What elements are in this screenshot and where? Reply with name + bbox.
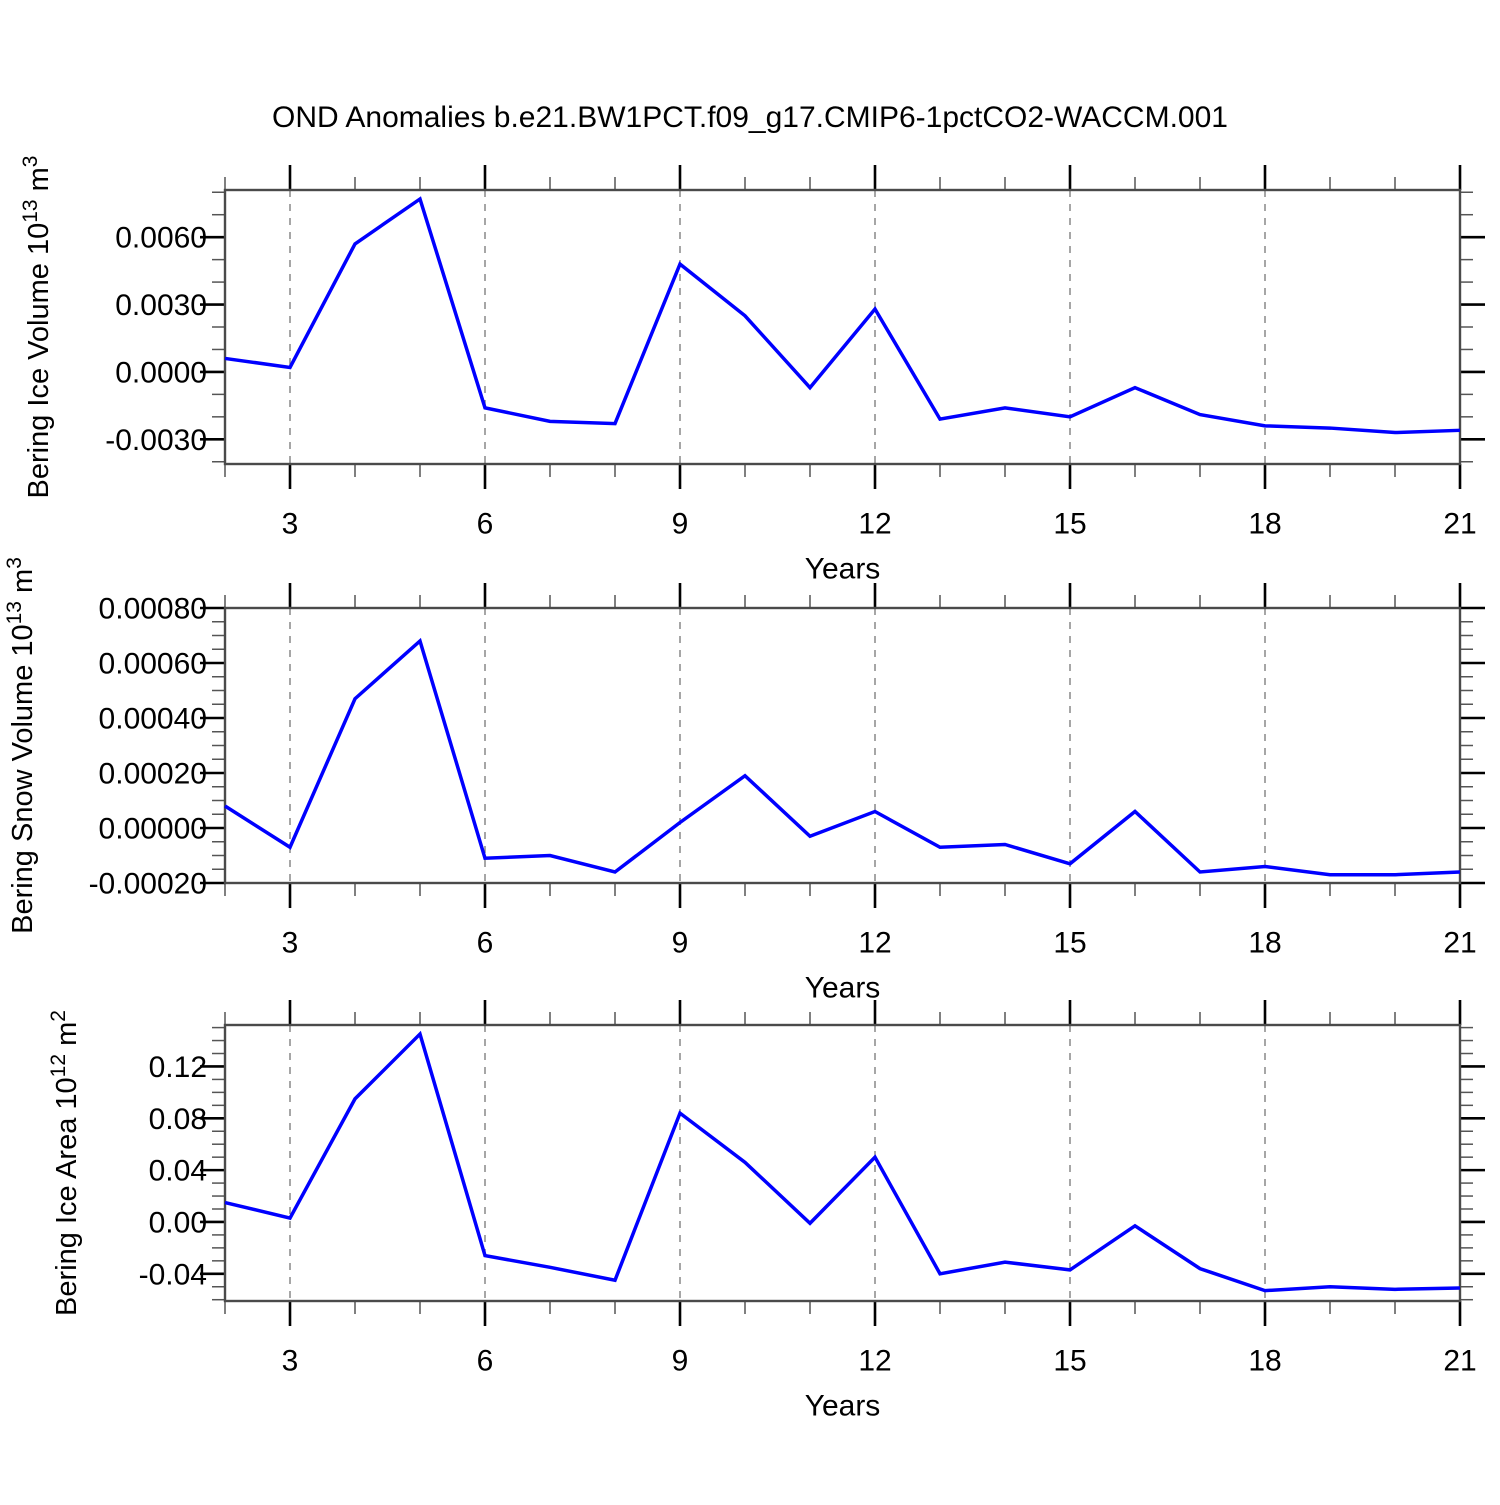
panel-2-y-axis-title: Bering Snow Volume 1013 m3 (3, 557, 39, 934)
panel-3-x-tick-label: 9 (672, 1345, 689, 1378)
panel-2-x-tick-label: 9 (672, 927, 689, 960)
panel-3-y-tick-label: 0.04 (149, 1155, 207, 1188)
panel-1-x-tick-label: 21 (1443, 508, 1476, 541)
panel-1-x-tick-label: 12 (858, 508, 891, 541)
panel-2-x-tick-label: 21 (1443, 927, 1476, 960)
panel-2-x-tick-label: 18 (1248, 927, 1281, 960)
chart-title: OND Anomalies b.e21.BW1PCT.f09_g17.CMIP6… (272, 101, 1228, 134)
panel-2-x-tick-label: 6 (477, 927, 494, 960)
panel-3-x-tick-label: 21 (1443, 1345, 1476, 1378)
panel-1-y-tick-label: 0.0030 (115, 289, 207, 322)
panel-3-y-axis-title-part: Bering Ice Area 10 (51, 1077, 83, 1316)
panel-2-y-axis-title-part: m (7, 569, 39, 601)
panel-1-x-axis-title: Years (805, 553, 881, 586)
panel-1-data-line (224, 196, 1461, 435)
panel-2-x-tick-label: 12 (858, 927, 891, 960)
panel-1-y-axis-title-part: m (23, 167, 55, 199)
panel-1-y-tick-label: 0.0000 (115, 356, 207, 389)
panel-3-x-axis-title: Years (805, 1390, 881, 1423)
panel-2-y-tick-label: 0.00000 (99, 813, 207, 846)
panel-2-y-tick-label: 0.00060 (99, 648, 207, 681)
panel-2-y-tick-label: 0.00080 (99, 593, 207, 626)
panel-1-y-axis-title: Bering Ice Volume 1013 m3 (19, 156, 55, 499)
panel-3-x-tick-label: 12 (858, 1345, 891, 1378)
panel-1-x-tick-label: 15 (1053, 508, 1086, 541)
panel-3-x-tick-label: 6 (477, 1345, 494, 1378)
panel-2-plot-frame (223, 606, 1462, 885)
panel-1-x-tick-label: 9 (672, 508, 689, 541)
panel-3-data-line (224, 1030, 1461, 1293)
panel-1-x-tick-label: 3 (282, 508, 299, 541)
panel-2-y-tick-label: 0.00040 (99, 703, 207, 736)
panel-3-y-axis-title-part: 2 (47, 1010, 70, 1022)
panel-2-y-tick-label: 0.00020 (99, 758, 207, 791)
panel-3-y-tick-label: 0.08 (149, 1103, 207, 1136)
panel-3-y-tick-label: 0.12 (149, 1051, 207, 1084)
panel-3-y-axis-title: Bering Ice Area 1012 m2 (47, 1010, 83, 1316)
panel-3-y-tick-label: 0.00 (149, 1206, 207, 1239)
panel-2-x-tick-label: 15 (1053, 927, 1086, 960)
panel-2-x-axis-title: Years (805, 972, 881, 1005)
panel-3-y-axis-title-part: m (51, 1022, 83, 1054)
panel-1-y-axis-title-part: 3 (19, 156, 42, 168)
panel-2-y-tick-label: -0.00020 (89, 868, 207, 901)
panel-2-x-tick-label: 3 (282, 927, 299, 960)
panel-1-y-axis-title-part: 13 (19, 199, 42, 222)
panel-2-data-line (224, 637, 1461, 877)
panel-1-y-axis-title-part: Bering Ice Volume 10 (23, 223, 55, 499)
panel-3-x-tick-label: 3 (282, 1345, 299, 1378)
panel-3-x-tick-label: 18 (1248, 1345, 1281, 1378)
panel-2-y-axis-title-part: 13 (3, 601, 26, 624)
panel-1-x-tick-label: 18 (1248, 508, 1281, 541)
panel-3-plot-frame (223, 1023, 1462, 1303)
panel-3-y-tick-label: -0.04 (139, 1258, 207, 1291)
panel-1-x-tick-label: 6 (477, 508, 494, 541)
panel-3-x-tick-label: 15 (1053, 1345, 1086, 1378)
panel-3-y-axis-title-part: 12 (47, 1054, 70, 1077)
panel-1-y-tick-label: 0.0060 (115, 222, 207, 255)
panel-1-plot-frame (223, 188, 1462, 466)
panel-2-y-axis-title-part: 3 (3, 557, 26, 569)
panel-1-y-tick-label: -0.0030 (105, 424, 207, 457)
panel-2-y-axis-title-part: Bering Snow Volume 10 (7, 624, 39, 934)
